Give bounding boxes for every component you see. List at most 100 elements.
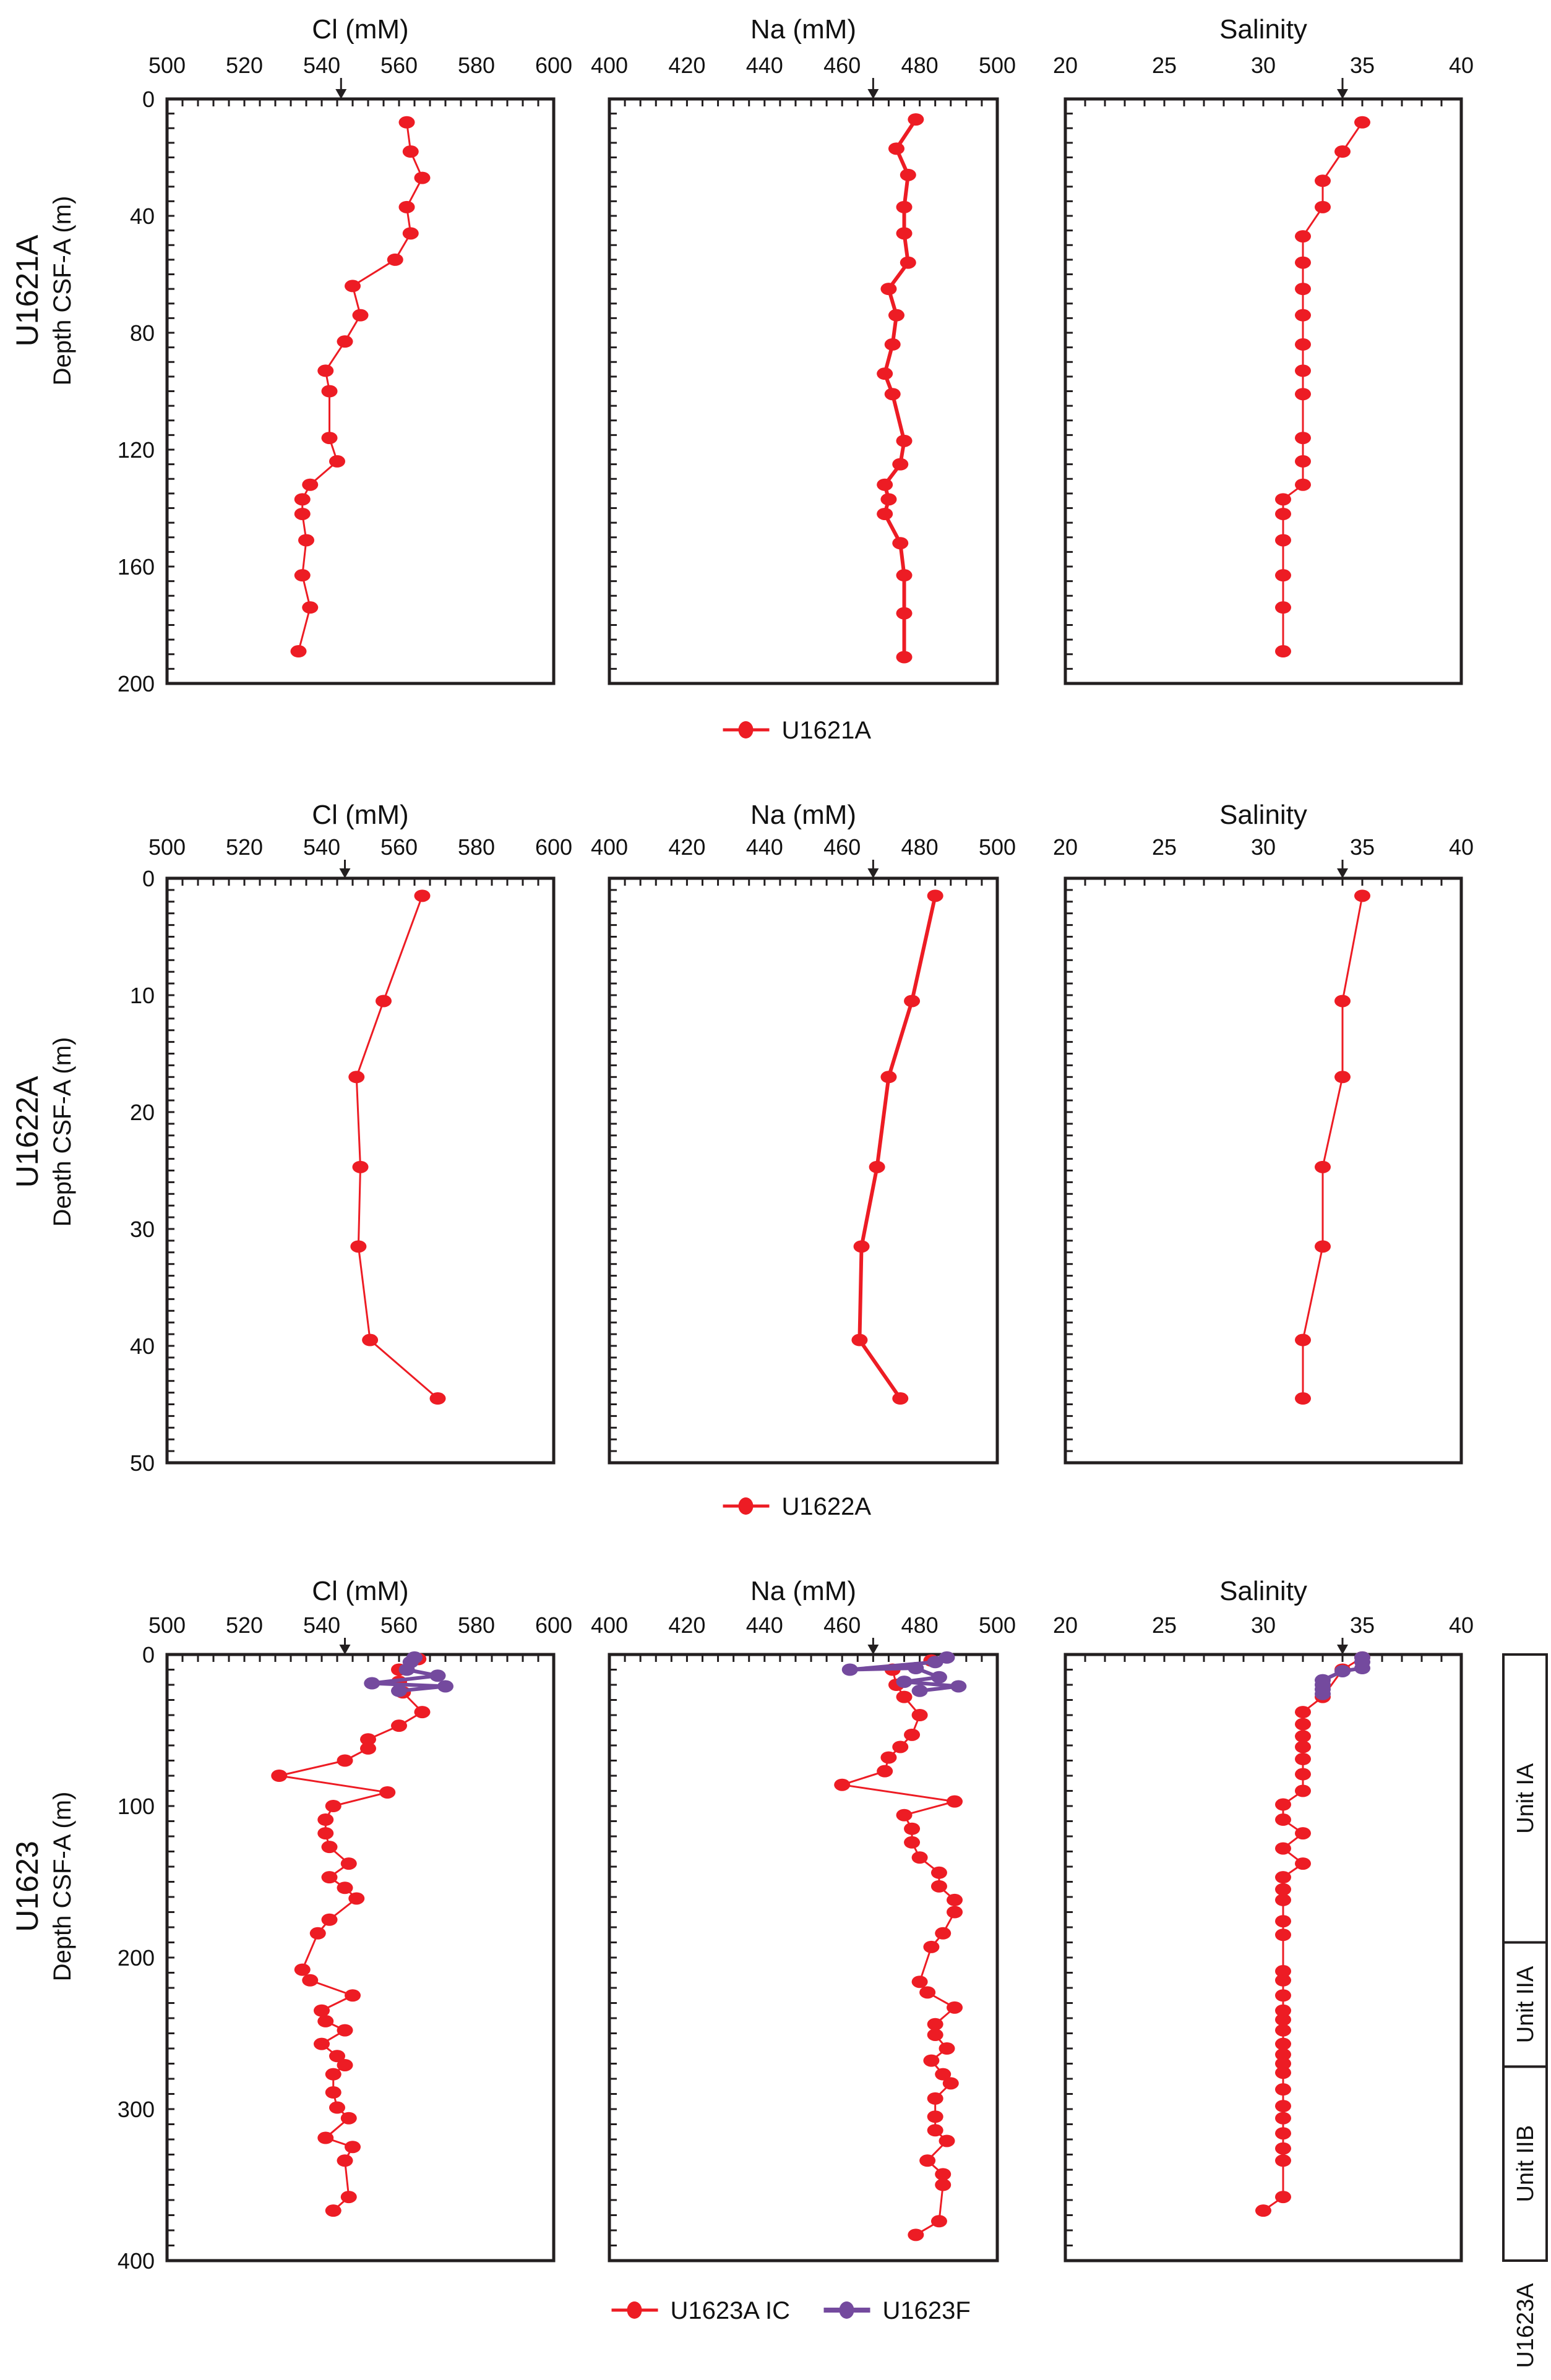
panel-title: Salinity — [1219, 14, 1307, 45]
data-point — [337, 2024, 353, 2037]
x-tick-label: 600 — [535, 1612, 572, 1638]
data-point — [1295, 1857, 1311, 1870]
panel-title: Na (mM) — [750, 1576, 856, 1606]
series-u1622a — [1295, 889, 1370, 1405]
data-point — [391, 1684, 407, 1697]
data-point — [294, 569, 311, 582]
x-tick-label: 560 — [380, 53, 418, 78]
panel-title: Salinity — [1219, 1576, 1307, 1606]
data-point — [340, 2191, 357, 2204]
data-point — [1295, 283, 1311, 296]
series-u1621a — [290, 116, 431, 658]
x-tick-label: 520 — [226, 53, 263, 78]
data-point — [314, 2037, 330, 2050]
data-point — [884, 388, 901, 401]
data-point — [1275, 534, 1291, 547]
plot-frame — [608, 876, 999, 1465]
data-point — [911, 1709, 928, 1721]
data-point — [321, 1913, 338, 1926]
data-point — [360, 1742, 376, 1755]
data-point — [1315, 174, 1331, 187]
data-point — [402, 145, 419, 158]
seawater-arrow-icon — [1337, 868, 1348, 878]
data-point — [877, 478, 893, 491]
data-point — [947, 1893, 963, 1906]
data-point — [947, 1795, 963, 1808]
lithologic-unit-label: Unit IA — [1513, 1763, 1539, 1834]
data-point — [896, 227, 913, 240]
seawater-arrow-icon — [867, 89, 879, 99]
data-point — [900, 256, 916, 269]
plot-frame — [165, 97, 556, 685]
y-axis-label: Depth CSF-A (m) — [49, 196, 76, 386]
x-tick-label: 540 — [303, 834, 340, 860]
panel-title: Cl (mM) — [312, 14, 408, 45]
data-point — [1354, 1662, 1370, 1675]
x-tick-label: 500 — [148, 834, 186, 860]
data-point — [1295, 1392, 1311, 1405]
x-tick-label: 580 — [458, 53, 495, 78]
data-point — [896, 569, 913, 582]
data-point — [398, 200, 415, 213]
data-point — [271, 1770, 288, 1782]
x-tick-label: 600 — [535, 53, 572, 78]
x-tick-label: 560 — [380, 1612, 418, 1638]
series-u1622a — [851, 889, 943, 1405]
data-point — [1295, 338, 1311, 351]
series-line — [848, 1656, 961, 1693]
data-point — [1315, 200, 1331, 213]
x-tick-label: 580 — [458, 1612, 495, 1638]
panel-na — [608, 860, 999, 1465]
data-point — [919, 2154, 936, 2167]
panel-title: Na (mM) — [750, 800, 856, 830]
data-point — [429, 1392, 446, 1405]
legend-label: U1623A IC — [671, 2297, 790, 2324]
data-point — [317, 364, 334, 377]
data-point — [1275, 493, 1291, 506]
legend-marker-icon — [738, 721, 754, 738]
data-point — [317, 1827, 334, 1840]
panel-salinity — [1063, 1638, 1463, 2262]
hole-label: U1623A — [1513, 2283, 1539, 2368]
data-point — [888, 142, 904, 155]
data-point — [1354, 889, 1370, 902]
legend-marker-icon — [738, 1497, 754, 1515]
data-point — [329, 2050, 345, 2063]
data-point — [340, 1857, 357, 1870]
series-u1621a — [1275, 116, 1370, 658]
y-tick-label: 200 — [118, 1945, 155, 1971]
seawater-arrow-icon — [339, 868, 351, 878]
data-point — [294, 493, 311, 506]
data-point — [1275, 2066, 1291, 2079]
x-tick-label: 35 — [1350, 1612, 1375, 1638]
y-tick-label: 30 — [130, 1217, 155, 1242]
data-point — [1275, 2024, 1291, 2037]
data-point — [927, 2110, 943, 2123]
data-point — [1275, 2057, 1291, 2070]
data-point — [841, 1663, 858, 1676]
data-point — [325, 2068, 342, 2081]
data-point — [1255, 2204, 1271, 2217]
site-label: U1623 — [10, 1841, 45, 1932]
chart-row-u1623 — [611, 2301, 870, 2319]
lithologic-unit-label: Unit IIB — [1513, 2125, 1539, 2202]
data-point — [851, 1333, 868, 1346]
legend-marker-icon — [839, 2301, 854, 2319]
data-point — [1295, 1718, 1311, 1731]
x-tick-label: 460 — [823, 834, 861, 860]
x-tick-label: 440 — [746, 1612, 783, 1638]
data-point — [1275, 1974, 1291, 1987]
data-point — [1295, 309, 1311, 322]
x-tick-label: 540 — [303, 53, 340, 78]
data-point — [298, 534, 314, 547]
series-u1623f — [364, 1651, 453, 1697]
data-point — [1275, 507, 1291, 520]
data-point — [927, 2124, 943, 2137]
data-point — [923, 1940, 940, 1953]
data-point — [942, 2077, 959, 2090]
x-tick-label: 20 — [1053, 1612, 1078, 1638]
data-point — [337, 335, 353, 348]
data-point — [1295, 364, 1311, 377]
x-tick-label: 500 — [979, 53, 1016, 78]
data-point — [414, 1706, 431, 1719]
